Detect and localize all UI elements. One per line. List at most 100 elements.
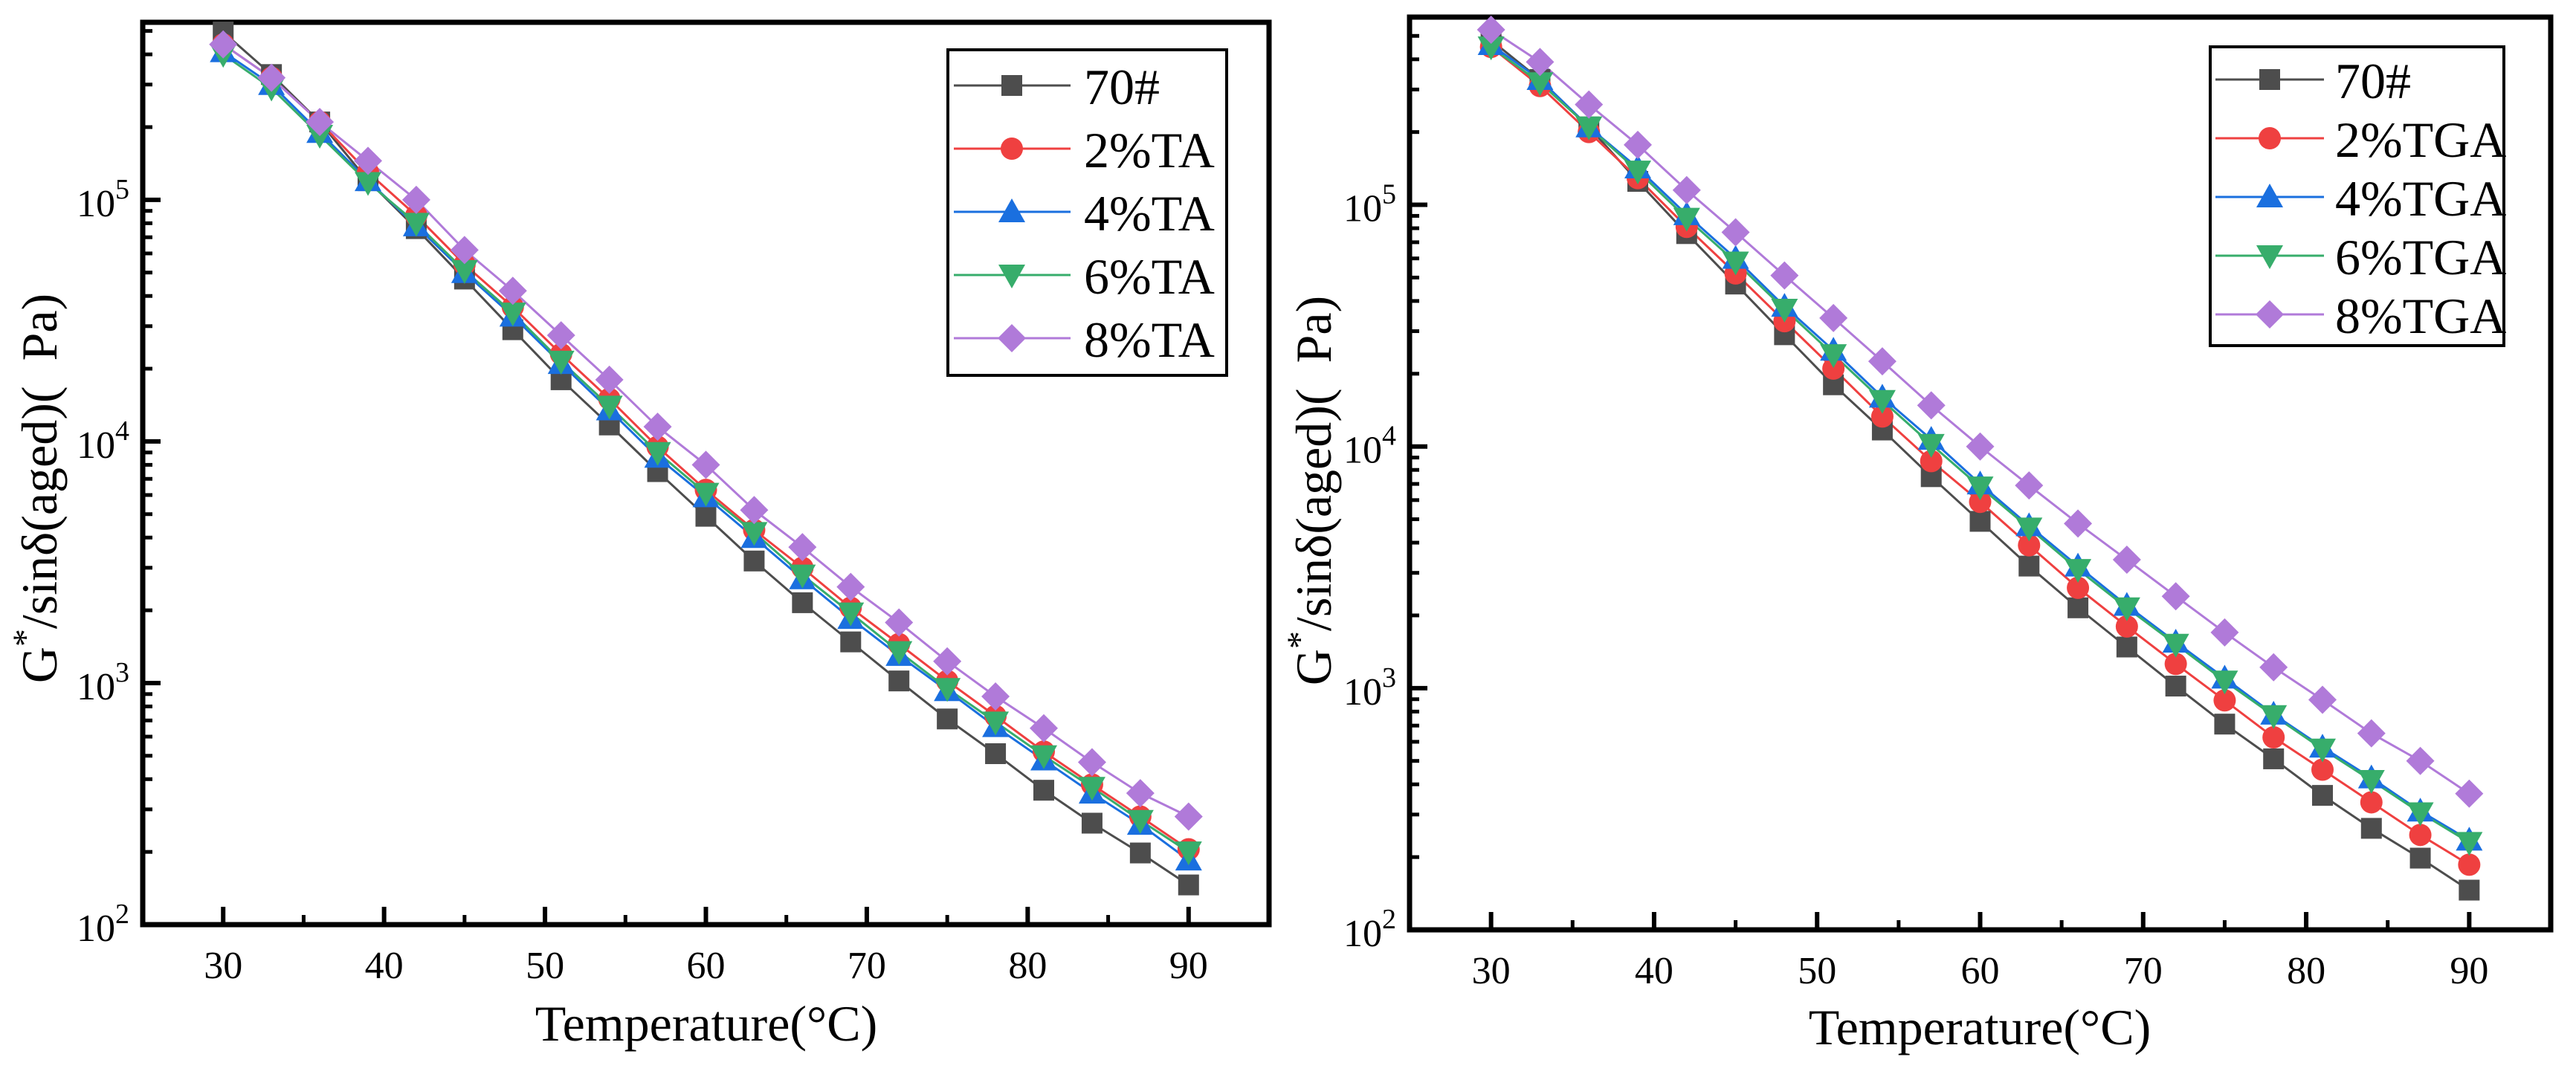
data-point xyxy=(1126,779,1155,808)
series-markers-6%TGA xyxy=(1477,36,2483,856)
data-point xyxy=(2067,576,2090,599)
data-point xyxy=(1476,16,1505,45)
data-point xyxy=(1030,714,1058,743)
data-point xyxy=(2458,853,2481,876)
data-point xyxy=(546,321,575,350)
data-point xyxy=(2455,779,2484,808)
data-point xyxy=(2260,705,2288,729)
chart-left-ta: 30 40 50 60 70 80 90 102 103 104 105 70# 2%TA 4%TA 6%T… xyxy=(6,19,1272,1052)
legend-marker xyxy=(2256,184,2283,207)
data-point xyxy=(2360,791,2383,814)
data-point xyxy=(401,185,430,214)
data-point xyxy=(2018,534,2041,557)
x-tick-label: 60 xyxy=(1961,950,2000,992)
legend-marker xyxy=(2259,127,2281,149)
data-point xyxy=(1822,357,1845,380)
y-tick-label: 102 xyxy=(1343,904,1396,955)
x-tick-label: 50 xyxy=(1798,950,1836,992)
x-tick-label: 40 xyxy=(365,945,404,987)
data-point xyxy=(743,550,765,572)
data-point xyxy=(450,236,479,265)
data-point xyxy=(2262,725,2285,748)
series-markers-8%TGA xyxy=(1476,16,2484,808)
data-point xyxy=(547,350,575,375)
data-point xyxy=(1174,802,1203,831)
data-point xyxy=(1078,777,1105,801)
data-point xyxy=(1722,251,1749,276)
data-point xyxy=(1624,161,1651,185)
legend-marker xyxy=(998,265,1025,288)
data-point xyxy=(740,522,768,546)
legend-label: 2%TGA xyxy=(2335,111,2506,168)
data-point xyxy=(2406,802,2434,827)
data-point xyxy=(1673,207,1700,232)
data-point xyxy=(1575,90,1604,119)
data-point xyxy=(933,647,962,676)
data-point xyxy=(1175,841,1202,866)
data-point xyxy=(1575,116,1603,140)
data-point xyxy=(982,711,1010,736)
x-tick-label: 90 xyxy=(2450,950,2488,992)
legend-marker xyxy=(2256,245,2283,269)
data-point xyxy=(985,743,1007,765)
x-tick-label: 40 xyxy=(1635,950,1673,992)
data-point xyxy=(1770,261,1799,290)
data-point xyxy=(2018,555,2040,577)
data-point xyxy=(1081,812,1103,834)
legend: 70# 2%TA 4%TA 6%TA 8%TA xyxy=(946,48,1228,377)
legend-marker xyxy=(998,324,1026,352)
data-point xyxy=(1129,842,1151,864)
data-point xyxy=(934,678,961,702)
data-point xyxy=(2459,879,2480,901)
data-point xyxy=(2456,832,2483,856)
data-point xyxy=(1966,476,1994,501)
data-point xyxy=(451,259,478,284)
x-tick-label: 30 xyxy=(1472,950,1511,992)
x-tick-label: 80 xyxy=(1008,945,1047,987)
data-point xyxy=(836,572,865,601)
data-point xyxy=(789,564,816,589)
data-point xyxy=(2409,824,2432,847)
data-point xyxy=(2211,670,2238,695)
legend-marker xyxy=(2256,300,2284,329)
data-point xyxy=(2164,653,2187,676)
legend-label: 6%TGA xyxy=(2335,229,2506,285)
x-tick-label: 70 xyxy=(848,945,886,987)
data-point xyxy=(499,303,526,327)
data-point xyxy=(1077,748,1106,777)
data-point xyxy=(209,30,238,59)
data-point xyxy=(2112,546,2141,575)
x-tick-label: 50 xyxy=(526,945,564,987)
data-point xyxy=(2360,818,2382,839)
data-point xyxy=(2065,559,2092,583)
data-point xyxy=(1969,491,1992,514)
data-point xyxy=(2015,471,2044,500)
legend-marker xyxy=(998,198,1025,222)
y-tick-label: 103 xyxy=(1343,662,1396,714)
data-point xyxy=(595,365,624,394)
x-tick-label: 80 xyxy=(2287,950,2325,992)
data-point xyxy=(1819,303,1848,332)
x-tick-label: 70 xyxy=(2124,950,2163,992)
data-point xyxy=(2309,738,2336,763)
y-tick-label: 105 xyxy=(77,174,129,225)
x-tick-label: 30 xyxy=(204,945,242,987)
data-point xyxy=(595,395,623,420)
legend-label: 8%TA xyxy=(1084,311,1215,368)
data-point xyxy=(2263,748,2285,769)
data-point xyxy=(1126,809,1154,834)
x-axis-title: Temperature(°C) xyxy=(1809,999,2151,1055)
data-point xyxy=(2312,785,2333,806)
data-point xyxy=(937,708,958,730)
data-point xyxy=(2214,714,2236,735)
data-point xyxy=(2115,615,2138,638)
data-point xyxy=(2064,509,2093,538)
series-markers-8%TA xyxy=(209,30,1203,831)
data-point xyxy=(2165,676,2186,697)
data-point xyxy=(2308,685,2337,714)
data-point xyxy=(792,592,813,613)
data-point xyxy=(1966,432,1995,461)
data-point xyxy=(837,602,865,627)
